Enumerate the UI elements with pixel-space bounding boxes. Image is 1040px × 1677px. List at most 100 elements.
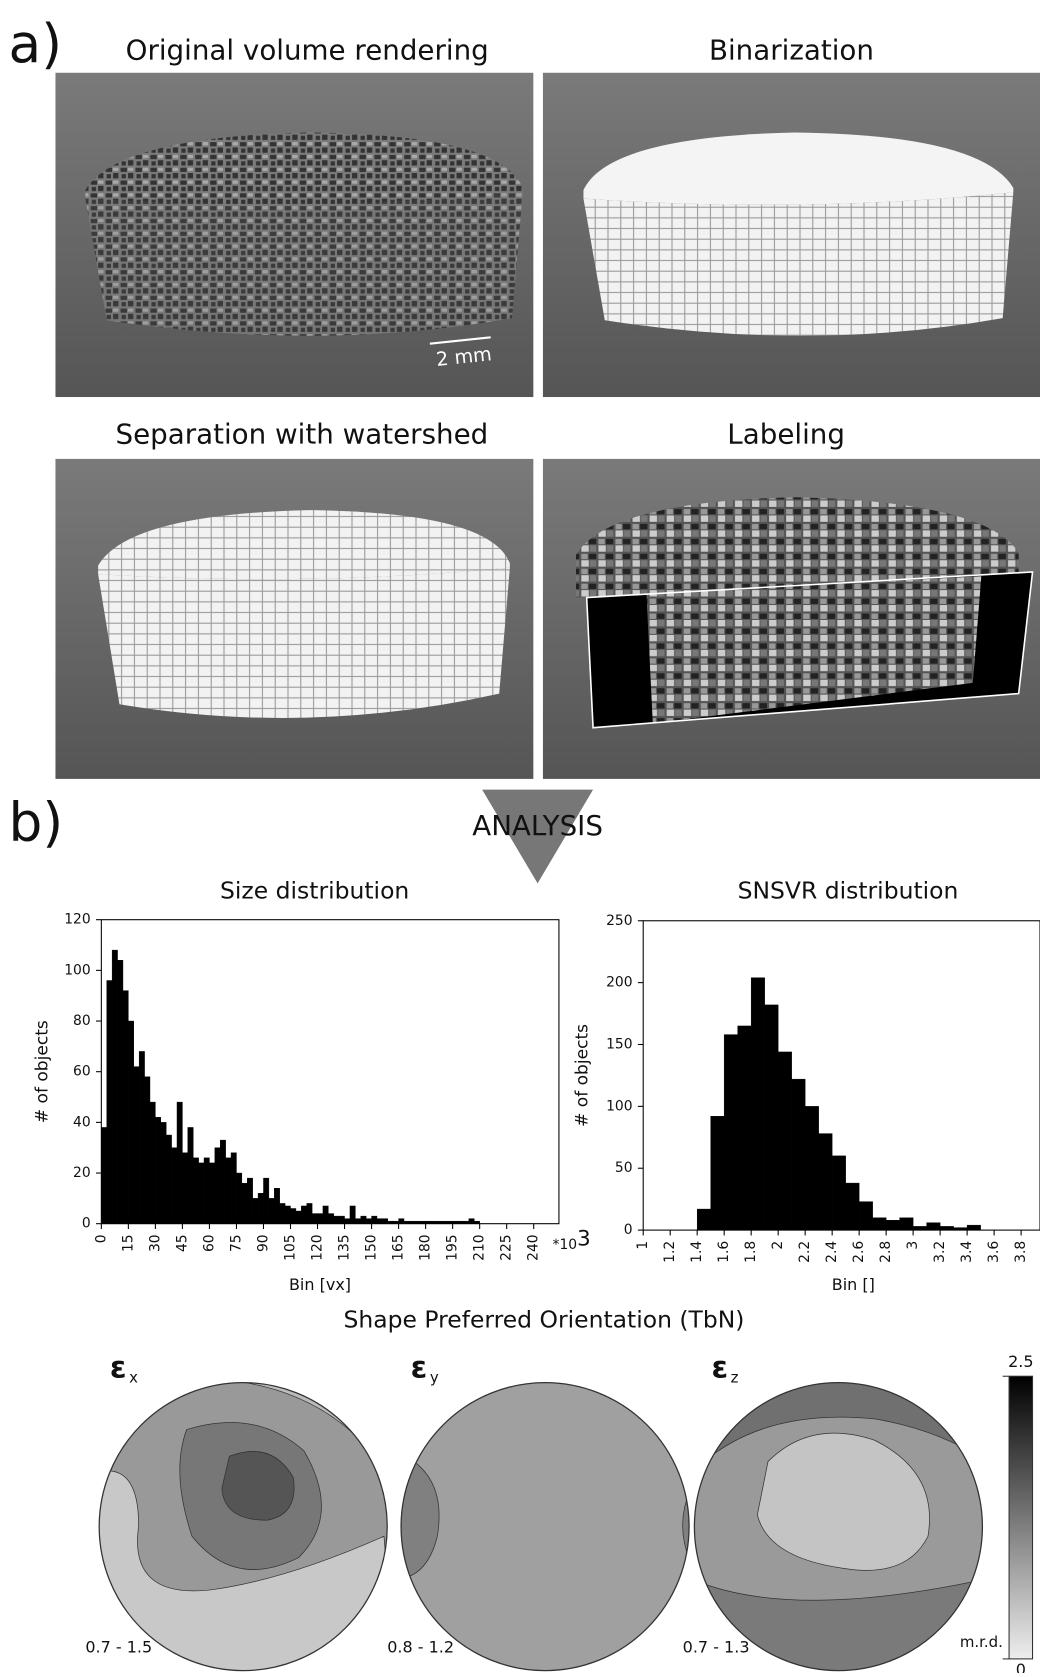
bar bbox=[295, 1210, 302, 1224]
bar bbox=[328, 1213, 334, 1224]
y-tick-label: 100 bbox=[64, 962, 90, 978]
bar bbox=[804, 1106, 819, 1231]
bar bbox=[247, 1177, 253, 1224]
bar bbox=[257, 1193, 264, 1224]
x-tick-label: 195 bbox=[445, 1234, 461, 1260]
bar bbox=[220, 1139, 226, 1224]
y-tick-label: 0 bbox=[82, 1216, 91, 1232]
bar bbox=[468, 1218, 475, 1224]
chart-title: Size distribution bbox=[220, 876, 409, 904]
arrow bbox=[482, 789, 594, 884]
bar bbox=[723, 1034, 738, 1231]
y-tick-label: 40 bbox=[73, 1114, 91, 1130]
bar bbox=[252, 1198, 259, 1224]
rendering bbox=[542, 458, 1040, 779]
bar bbox=[436, 1220, 443, 1224]
x-tick-label: 120 bbox=[310, 1234, 326, 1260]
bar bbox=[176, 1101, 183, 1224]
x-axis-label: Bin [] bbox=[832, 1275, 875, 1294]
bar bbox=[268, 1198, 275, 1224]
x-tick-label: 30 bbox=[147, 1234, 163, 1252]
x-tick-label: 60 bbox=[201, 1234, 217, 1252]
x-tick-label: 1.8 bbox=[743, 1241, 759, 1263]
plot-range: 0.7 - 1.3 bbox=[683, 1638, 750, 1657]
bar bbox=[344, 1218, 351, 1224]
axis-scale-exponent: 3 bbox=[577, 1227, 591, 1252]
bar bbox=[818, 1133, 833, 1231]
plot-subscript: z bbox=[731, 1368, 739, 1386]
x-tick-label: 3.8 bbox=[1013, 1241, 1029, 1263]
x-tick-label: 3.2 bbox=[932, 1241, 948, 1263]
bar bbox=[447, 1220, 453, 1224]
bar bbox=[452, 1220, 459, 1224]
bar bbox=[398, 1218, 405, 1224]
stereonet bbox=[400, 1381, 690, 1672]
bar bbox=[355, 1218, 361, 1224]
bar bbox=[912, 1226, 927, 1231]
bar bbox=[349, 1205, 356, 1224]
x-tick-label: 240 bbox=[526, 1234, 542, 1260]
x-tick-label: 2.4 bbox=[824, 1241, 840, 1263]
y-tick-label: 100 bbox=[606, 1098, 632, 1114]
x-tick-label: 75 bbox=[228, 1234, 244, 1252]
y-tick-label: 250 bbox=[606, 913, 632, 929]
bar bbox=[777, 1051, 792, 1231]
image-title: Labeling bbox=[727, 417, 845, 450]
plot-symbol: ε bbox=[110, 1350, 127, 1385]
bar bbox=[182, 1152, 189, 1224]
bar bbox=[376, 1218, 383, 1224]
bar bbox=[885, 1219, 900, 1231]
bar bbox=[322, 1205, 329, 1224]
bar bbox=[149, 1101, 156, 1224]
bar bbox=[441, 1220, 448, 1224]
rendering bbox=[542, 72, 1040, 398]
x-tick-label: 2.6 bbox=[851, 1241, 867, 1263]
chart-title: SNSVR distribution bbox=[738, 876, 959, 904]
bar bbox=[696, 1208, 711, 1231]
image-title: Original volume rendering bbox=[126, 33, 489, 66]
y-tick-label: 20 bbox=[73, 1165, 91, 1181]
x-tick-label: 2.8 bbox=[878, 1241, 894, 1263]
y-tick-label: 0 bbox=[624, 1222, 633, 1238]
bar bbox=[474, 1220, 480, 1224]
section-title: Shape Preferred Orientation (TbN) bbox=[344, 1305, 745, 1333]
x-tick-label: 105 bbox=[282, 1234, 298, 1260]
plot-symbol: ε bbox=[411, 1350, 428, 1385]
plot-symbol: ε bbox=[711, 1350, 728, 1385]
bar bbox=[457, 1220, 464, 1224]
x-tick-label: 45 bbox=[174, 1234, 190, 1252]
bar bbox=[710, 1116, 725, 1231]
bar bbox=[133, 1066, 140, 1224]
y-tick-label: 120 bbox=[64, 912, 90, 928]
bar bbox=[737, 1025, 752, 1231]
x-tick-label: 2 bbox=[770, 1241, 786, 1250]
bar bbox=[430, 1220, 437, 1224]
bar bbox=[138, 1051, 145, 1224]
bar bbox=[165, 1134, 172, 1224]
bar bbox=[939, 1226, 954, 1231]
colorbar-tick-label: 0 bbox=[1016, 1660, 1026, 1673]
bar bbox=[306, 1203, 313, 1224]
plot-subscript: y bbox=[430, 1368, 439, 1386]
stereonet bbox=[693, 1381, 984, 1672]
x-tick-label: 135 bbox=[337, 1234, 353, 1260]
bar bbox=[403, 1220, 410, 1224]
colorbar bbox=[1008, 1375, 1034, 1660]
y-tick-label: 50 bbox=[615, 1160, 633, 1176]
bar bbox=[333, 1215, 340, 1224]
bar bbox=[425, 1220, 432, 1224]
x-tick-label: 90 bbox=[255, 1234, 271, 1252]
bar bbox=[203, 1157, 210, 1224]
bar bbox=[111, 949, 118, 1224]
bar bbox=[365, 1218, 372, 1224]
bar bbox=[414, 1220, 421, 1224]
x-tick-label: 0 bbox=[93, 1234, 109, 1243]
x-tick-label: 165 bbox=[391, 1234, 407, 1260]
x-tick-label: 1.6 bbox=[716, 1241, 732, 1263]
bar bbox=[338, 1215, 345, 1224]
y-axis-label: # of objects bbox=[33, 1020, 53, 1123]
bar bbox=[144, 1076, 151, 1224]
bar bbox=[193, 1157, 199, 1224]
rendering bbox=[55, 72, 534, 398]
x-axis-label: Bin [vx] bbox=[289, 1275, 351, 1294]
